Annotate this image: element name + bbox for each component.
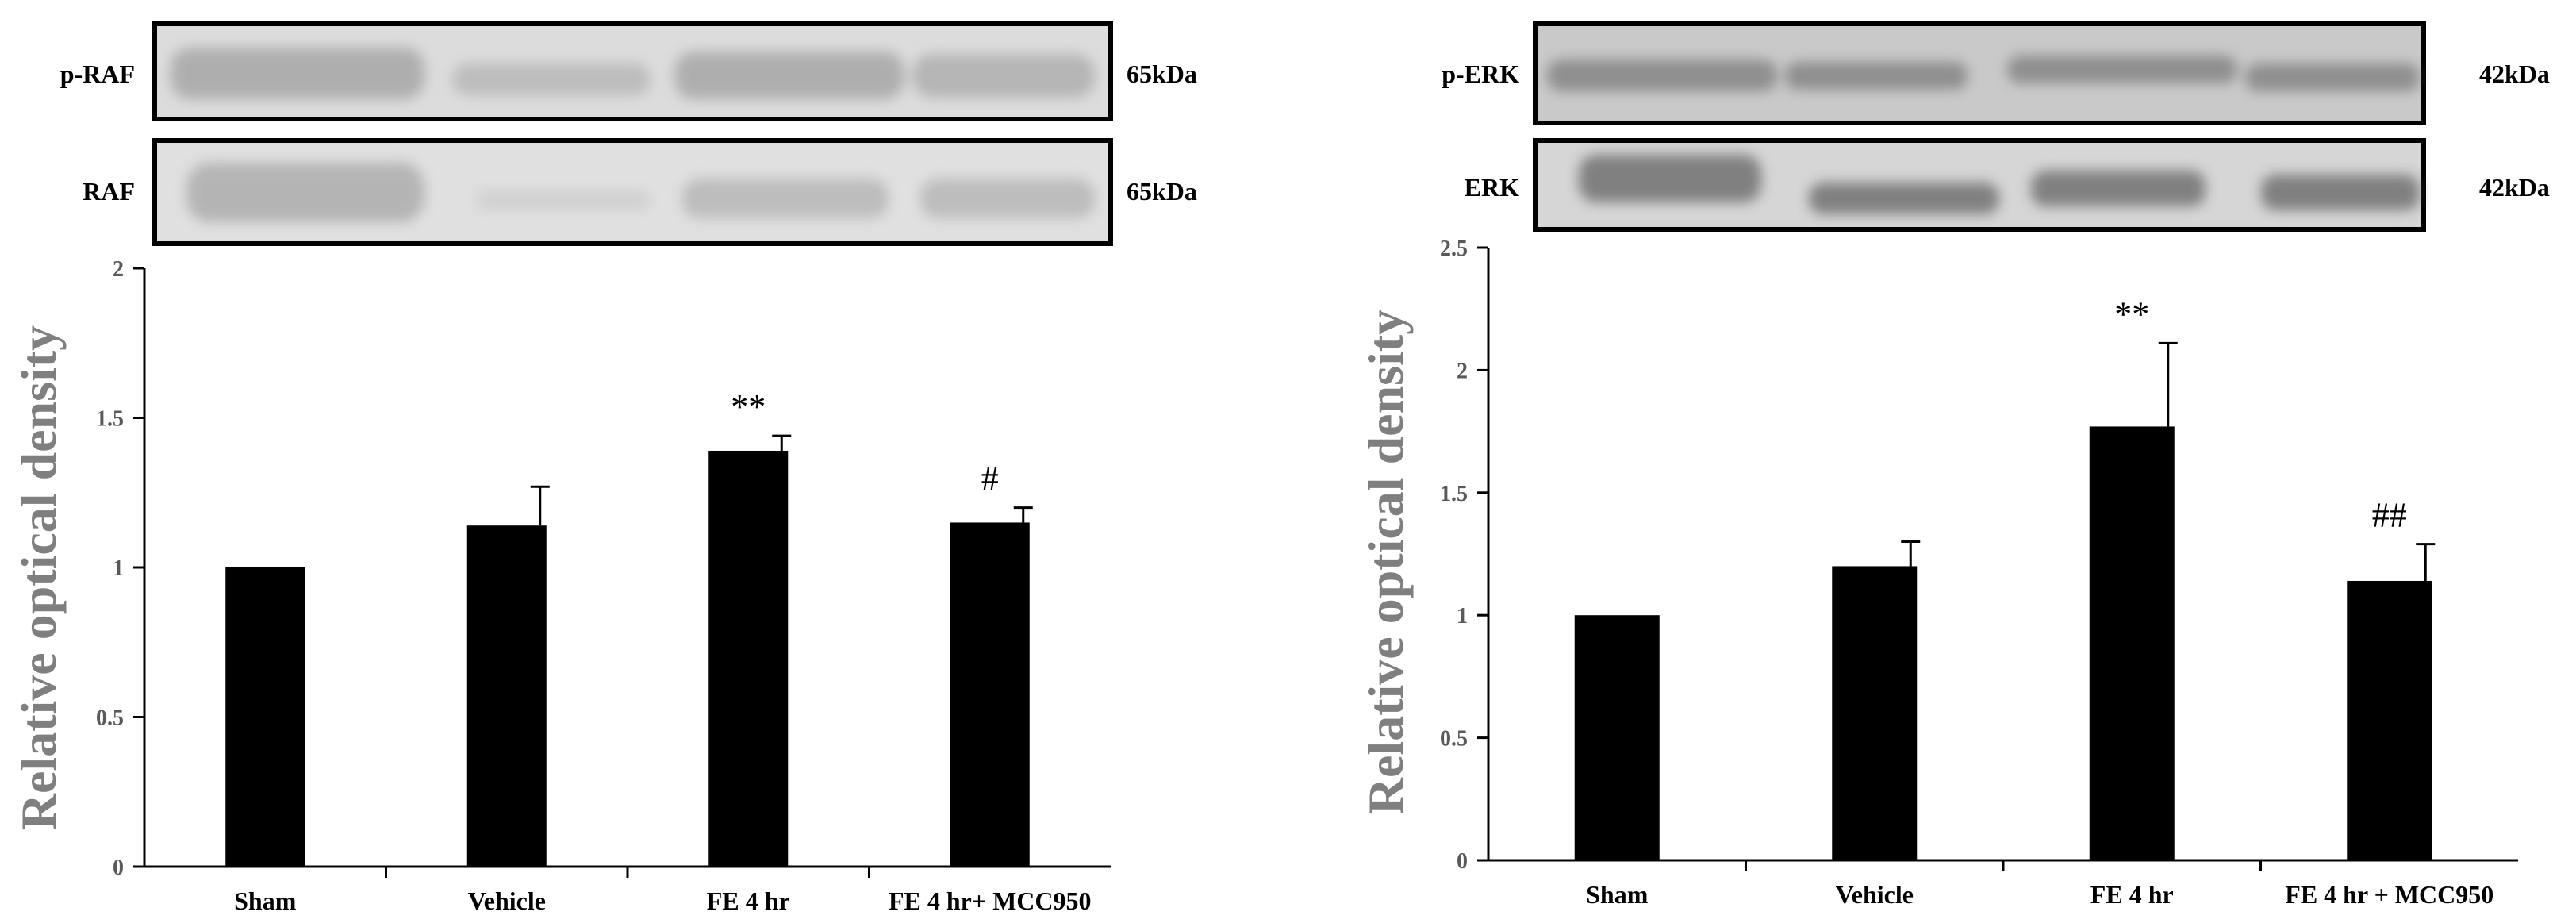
blot-erk: ERK 42kDa: [1465, 138, 2550, 232]
bar: [2347, 580, 2432, 860]
y-tick-label: 0: [113, 856, 124, 880]
x-tick-label: FE 4 hr + MCC950: [2285, 880, 2493, 909]
significance-marker: **: [2114, 294, 2149, 333]
blot-label: RAF: [83, 177, 135, 206]
bar-chart-right: 0 0.5 1 1.5 2 2.5 Sham Vehicle FE 4 hr ** FE 4 hr …: [1440, 237, 2518, 909]
blot-size: 65kDa: [1127, 60, 1197, 88]
blot-size: 42kDa: [2479, 60, 2550, 88]
significance-marker: #: [981, 460, 999, 498]
y-axis-label: Relative optical density: [10, 325, 67, 830]
y-tick-label: 1: [1457, 604, 1468, 629]
x-tick-label: FE 4 hr: [2090, 880, 2174, 909]
y-tick-label: 2: [1457, 359, 1468, 383]
y-tick-label: 0.5: [1440, 727, 1468, 752]
blot-label: p-ERK: [1442, 60, 1519, 88]
y-tick-label: 1: [113, 556, 124, 581]
x-tick-label: FE 4 hr+ MCC950: [889, 886, 1092, 915]
y-axis-label: Relative optical density: [1357, 310, 1414, 814]
bar: [466, 525, 547, 867]
bar: [2089, 426, 2175, 860]
y-tick-label: 0.5: [96, 706, 124, 731]
bar: [225, 567, 305, 867]
blot-raf: RAF 65kDa: [83, 138, 1197, 246]
blot-size: 65kDa: [1127, 177, 1197, 206]
right-panel: p-ERK 42kDa ERK 42kDa 0 0.5 1 1.5 2 2.5 Sham Ve…: [1357, 21, 2550, 909]
bar: [708, 450, 789, 867]
x-tick-label: Sham: [234, 886, 297, 915]
y-tick-label: 0: [1457, 849, 1468, 874]
bar: [1832, 566, 1918, 860]
x-tick-label: FE 4 hr: [707, 886, 790, 915]
bar: [950, 522, 1030, 867]
significance-marker: ##: [2372, 496, 2407, 535]
y-tick-label: 2: [113, 257, 124, 282]
left-panel: p-RAF 65kDa RAF 65kDa 0 0.5 1 1.5 2 Sham Vehic…: [10, 21, 1197, 915]
significance-marker: **: [731, 387, 766, 426]
y-tick-label: 1.5: [96, 407, 124, 432]
blot-label: p-RAF: [60, 60, 135, 88]
x-tick-label: Vehicle: [468, 886, 546, 915]
blot-size: 42kDa: [2479, 173, 2550, 202]
blot-p-erk: p-ERK 42kDa: [1442, 21, 2550, 125]
x-tick-label: Vehicle: [1836, 880, 1914, 909]
bar: [1574, 615, 1660, 860]
y-tick-label: 2.5: [1440, 237, 1468, 261]
bar-chart-left: 0 0.5 1 1.5 2 Sham Vehicle FE 4 hr ** FE 4 hr+ MC…: [96, 257, 1111, 915]
blot-p-raf: p-RAF 65kDa: [60, 21, 1197, 121]
x-tick-label: Sham: [1586, 880, 1649, 909]
blot-label: ERK: [1465, 173, 1519, 202]
y-tick-label: 1.5: [1440, 482, 1468, 506]
